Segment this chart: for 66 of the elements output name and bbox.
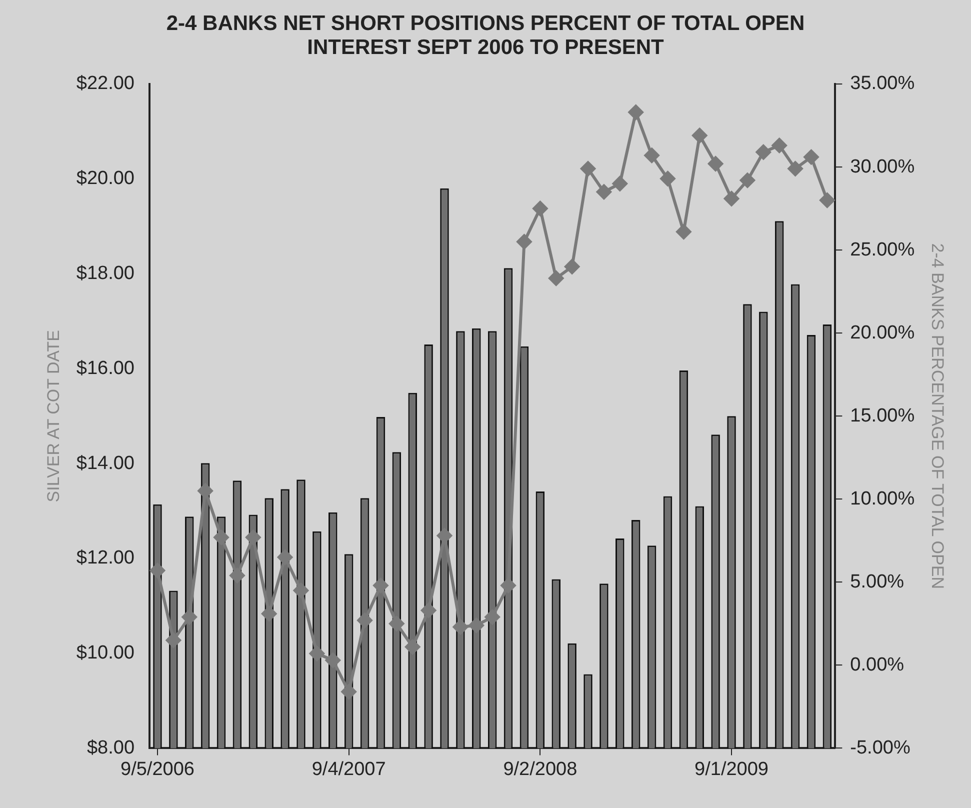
point <box>421 602 436 618</box>
y-tick-label: $14.00 <box>76 452 135 474</box>
point <box>516 234 532 250</box>
point <box>548 270 564 286</box>
point <box>214 530 229 545</box>
point <box>373 578 388 593</box>
x-tick-label: 9/5/2006 <box>120 758 194 780</box>
point <box>660 171 676 186</box>
point <box>230 568 245 584</box>
y-tick-label: $8.00 <box>86 737 135 758</box>
y2-tick-label: 35.00% <box>850 73 915 94</box>
point <box>756 144 771 160</box>
y2-tick-label: 20.00% <box>850 322 915 344</box>
point <box>532 201 548 216</box>
chart-title: 2-4 BANKS NET SHORT POSITIONS PERCENT OF TOTAL OPEN INTEREST SEPT 2006 TO PRESENT <box>166 11 806 61</box>
point <box>628 104 644 120</box>
point <box>452 619 468 634</box>
point <box>724 191 740 206</box>
point <box>293 582 308 598</box>
x-tick-label: 9/4/2007 <box>312 758 386 780</box>
point <box>166 632 181 648</box>
point <box>150 563 165 578</box>
y2-axis-title: 2-4 BANKS PERCENTAGE OF TOTAL OPEN <box>928 243 948 589</box>
point <box>612 176 628 192</box>
y2-tick-label: 10.00% <box>850 488 915 510</box>
point <box>468 618 484 633</box>
point <box>389 616 404 632</box>
y2-tick-label: 30.00% <box>850 156 915 178</box>
point <box>262 606 277 622</box>
y-tick-label: $10.00 <box>76 642 135 664</box>
point <box>325 652 340 668</box>
point <box>405 639 420 654</box>
y2-tick-label: 25.00% <box>850 239 915 260</box>
point <box>692 128 708 143</box>
point <box>804 150 819 165</box>
point <box>309 646 324 662</box>
point <box>357 612 372 628</box>
point <box>772 138 787 153</box>
y2-tick-label: 0.00% <box>850 654 904 676</box>
point <box>788 161 803 176</box>
y2-tick-label: -5.00% <box>850 737 910 758</box>
x-tick-label: 9/1/2009 <box>694 758 768 780</box>
point <box>246 530 261 545</box>
y-tick-label: $22.00 <box>76 73 135 94</box>
x-tick-label: 9/2/2008 <box>503 758 578 780</box>
point <box>740 172 755 188</box>
point <box>820 192 835 208</box>
point <box>596 184 612 200</box>
point <box>564 259 580 274</box>
point <box>484 610 500 625</box>
y2-tick-label: 15.00% <box>850 405 915 426</box>
point <box>708 156 724 172</box>
point <box>500 578 516 593</box>
y-tick-label: $12.00 <box>76 548 135 569</box>
point <box>580 161 596 176</box>
point <box>198 483 213 498</box>
y-tick-label: $16.00 <box>76 358 135 379</box>
point <box>278 550 293 565</box>
point <box>341 684 356 700</box>
point <box>182 610 197 625</box>
y-tick-label: $20.00 <box>76 168 135 190</box>
point <box>676 224 692 240</box>
y-tick-label: $18.00 <box>76 263 135 284</box>
y2-tick-label: 5.00% <box>850 571 904 592</box>
y-axis-title: SILVER AT COT DATE <box>44 330 63 502</box>
point <box>644 148 660 163</box>
